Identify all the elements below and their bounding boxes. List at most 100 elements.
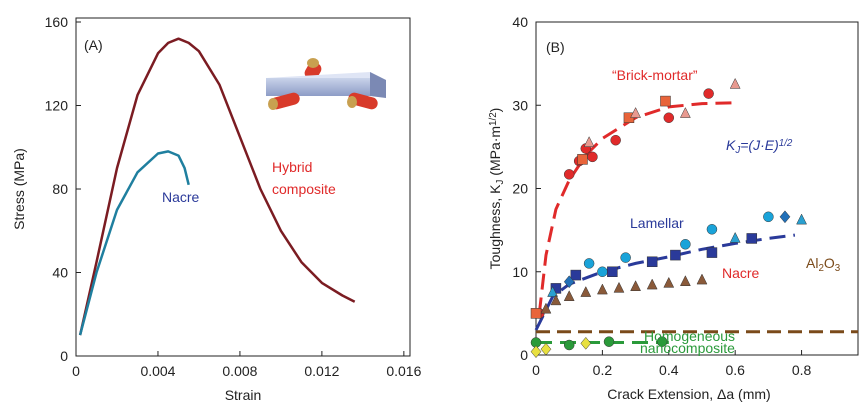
marker bbox=[577, 154, 588, 165]
x-tick-label: 0.8 bbox=[792, 362, 812, 378]
marker bbox=[540, 342, 552, 356]
text-part: 2 bbox=[818, 263, 823, 274]
marker bbox=[706, 247, 718, 258]
marker bbox=[580, 336, 592, 350]
text-part: O bbox=[824, 255, 835, 271]
text-part: Toughness, bbox=[487, 194, 503, 270]
annotation: Lamellar bbox=[630, 215, 684, 231]
y-tick-label: 20 bbox=[512, 181, 528, 197]
x-axis-title: Crack Extension, Δa (mm) bbox=[607, 386, 770, 402]
x-tick-label: 0.012 bbox=[304, 363, 339, 379]
x-tick-label: 0.004 bbox=[140, 363, 175, 379]
y-tick-label: 10 bbox=[512, 264, 528, 280]
marker bbox=[603, 336, 615, 347]
annotation: Nacre bbox=[162, 189, 200, 205]
marker bbox=[596, 283, 608, 295]
marker bbox=[630, 280, 641, 291]
marker bbox=[729, 77, 741, 89]
marker bbox=[583, 136, 595, 147]
annotation: Hybrid bbox=[272, 159, 312, 175]
marker bbox=[729, 231, 741, 243]
y-tick-label: 80 bbox=[52, 181, 68, 197]
marker bbox=[679, 107, 691, 118]
panel-title: (B) bbox=[546, 39, 565, 55]
y-tick-label: 30 bbox=[512, 97, 528, 113]
y-tick-label: 0 bbox=[520, 347, 528, 363]
x-tick-label: 0.4 bbox=[659, 362, 679, 378]
marker bbox=[563, 169, 575, 180]
marker bbox=[706, 224, 718, 235]
fit-curve bbox=[534, 233, 796, 331]
marker bbox=[703, 88, 714, 99]
text-part: =(J·E) bbox=[740, 137, 779, 153]
plot-frame bbox=[75, 17, 411, 357]
marker bbox=[646, 278, 658, 290]
y-axis-title: Toughness, KJ (MPa·m1/2) bbox=[487, 108, 506, 270]
y-tick-label: 40 bbox=[512, 14, 528, 30]
y-tick-label: 40 bbox=[52, 265, 68, 281]
text-part: J bbox=[495, 180, 506, 185]
marker bbox=[563, 275, 575, 289]
marker bbox=[570, 269, 582, 281]
marker bbox=[610, 134, 621, 146]
text-part: K bbox=[726, 137, 736, 153]
text-part: J bbox=[734, 145, 740, 156]
y-tick-label: 0 bbox=[60, 348, 68, 364]
text-part: 1/2 bbox=[779, 138, 793, 149]
marker bbox=[583, 258, 595, 269]
marker bbox=[607, 266, 618, 277]
marker bbox=[530, 308, 542, 319]
marker bbox=[679, 275, 691, 286]
marker bbox=[656, 336, 668, 347]
x-tick-label: 0.016 bbox=[386, 363, 421, 379]
annotation: composite bbox=[272, 181, 336, 197]
annotation: KJ=(J·E)1/2 bbox=[726, 137, 793, 156]
marker bbox=[530, 345, 542, 359]
text-part: (MPa·m bbox=[487, 126, 503, 180]
y-tick-label: 120 bbox=[45, 98, 69, 114]
marker bbox=[670, 249, 681, 261]
x-tick-label: 0.6 bbox=[725, 362, 745, 378]
marker bbox=[580, 286, 592, 297]
marker bbox=[663, 276, 675, 288]
text-part: 1/2 bbox=[488, 112, 499, 126]
marker bbox=[680, 239, 691, 250]
marker bbox=[547, 286, 559, 297]
y-tick-label: 160 bbox=[45, 14, 69, 30]
text-part: K bbox=[487, 184, 503, 194]
annotation: nanocomposite bbox=[640, 340, 735, 356]
marker bbox=[746, 233, 758, 244]
marker bbox=[660, 95, 671, 107]
marker bbox=[630, 107, 641, 118]
marker bbox=[587, 151, 598, 163]
marker bbox=[563, 290, 575, 301]
marker bbox=[763, 211, 774, 223]
inset-illustration bbox=[266, 58, 386, 110]
x-tick-label: 0 bbox=[72, 363, 80, 379]
annotation: Al2O3 bbox=[806, 255, 841, 274]
y-axis-title: Stress (MPa) bbox=[11, 148, 27, 230]
annotation: “Brick-mortar” bbox=[612, 67, 698, 83]
marker bbox=[613, 281, 625, 293]
marker bbox=[597, 266, 608, 277]
marker bbox=[620, 252, 631, 263]
x-tick-label: 0.008 bbox=[222, 363, 257, 379]
panel-title: (A) bbox=[84, 37, 103, 53]
text-part: 3 bbox=[835, 263, 841, 274]
marker bbox=[563, 339, 575, 351]
text-part: ) bbox=[487, 108, 503, 113]
text-part: Al bbox=[806, 255, 818, 271]
data-line bbox=[78, 150, 190, 336]
marker bbox=[796, 213, 807, 225]
marker bbox=[540, 302, 552, 314]
marker bbox=[550, 294, 562, 306]
marker bbox=[663, 112, 675, 123]
x-tick-label: 0.2 bbox=[593, 362, 613, 378]
data-line bbox=[78, 37, 356, 336]
marker bbox=[696, 273, 708, 285]
x-axis-title: Strain bbox=[225, 387, 262, 403]
marker bbox=[779, 210, 791, 224]
x-tick-label: 0 bbox=[532, 362, 540, 378]
marker bbox=[646, 256, 658, 268]
